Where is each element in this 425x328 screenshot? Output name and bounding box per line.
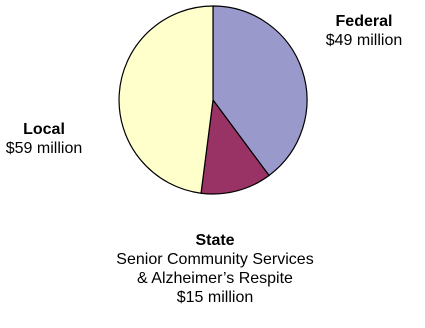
pie-slice-local [118,5,214,194]
state-data-label: State Senior Community Services & Alzhei… [60,231,370,307]
federal-slice-name: Federal [335,13,393,30]
state-slice-description-line-2: & Alzheimer’s Respite [137,270,293,287]
federal-data-label: Federal $49 million [308,12,420,50]
state-slice-description-line-1: Senior Community Services [116,251,314,268]
pie-slices [118,5,308,195]
federal-slice-value: $49 million [325,32,403,49]
pie-slice-state [200,99,270,195]
local-data-label: Local $59 million [0,120,88,158]
state-slice-value: $15 million [176,289,254,306]
local-slice-value: $59 million [5,140,83,157]
local-slice-name: Local [23,121,65,138]
state-slice-name: State [195,232,235,249]
pie-slice-federal [212,5,308,177]
